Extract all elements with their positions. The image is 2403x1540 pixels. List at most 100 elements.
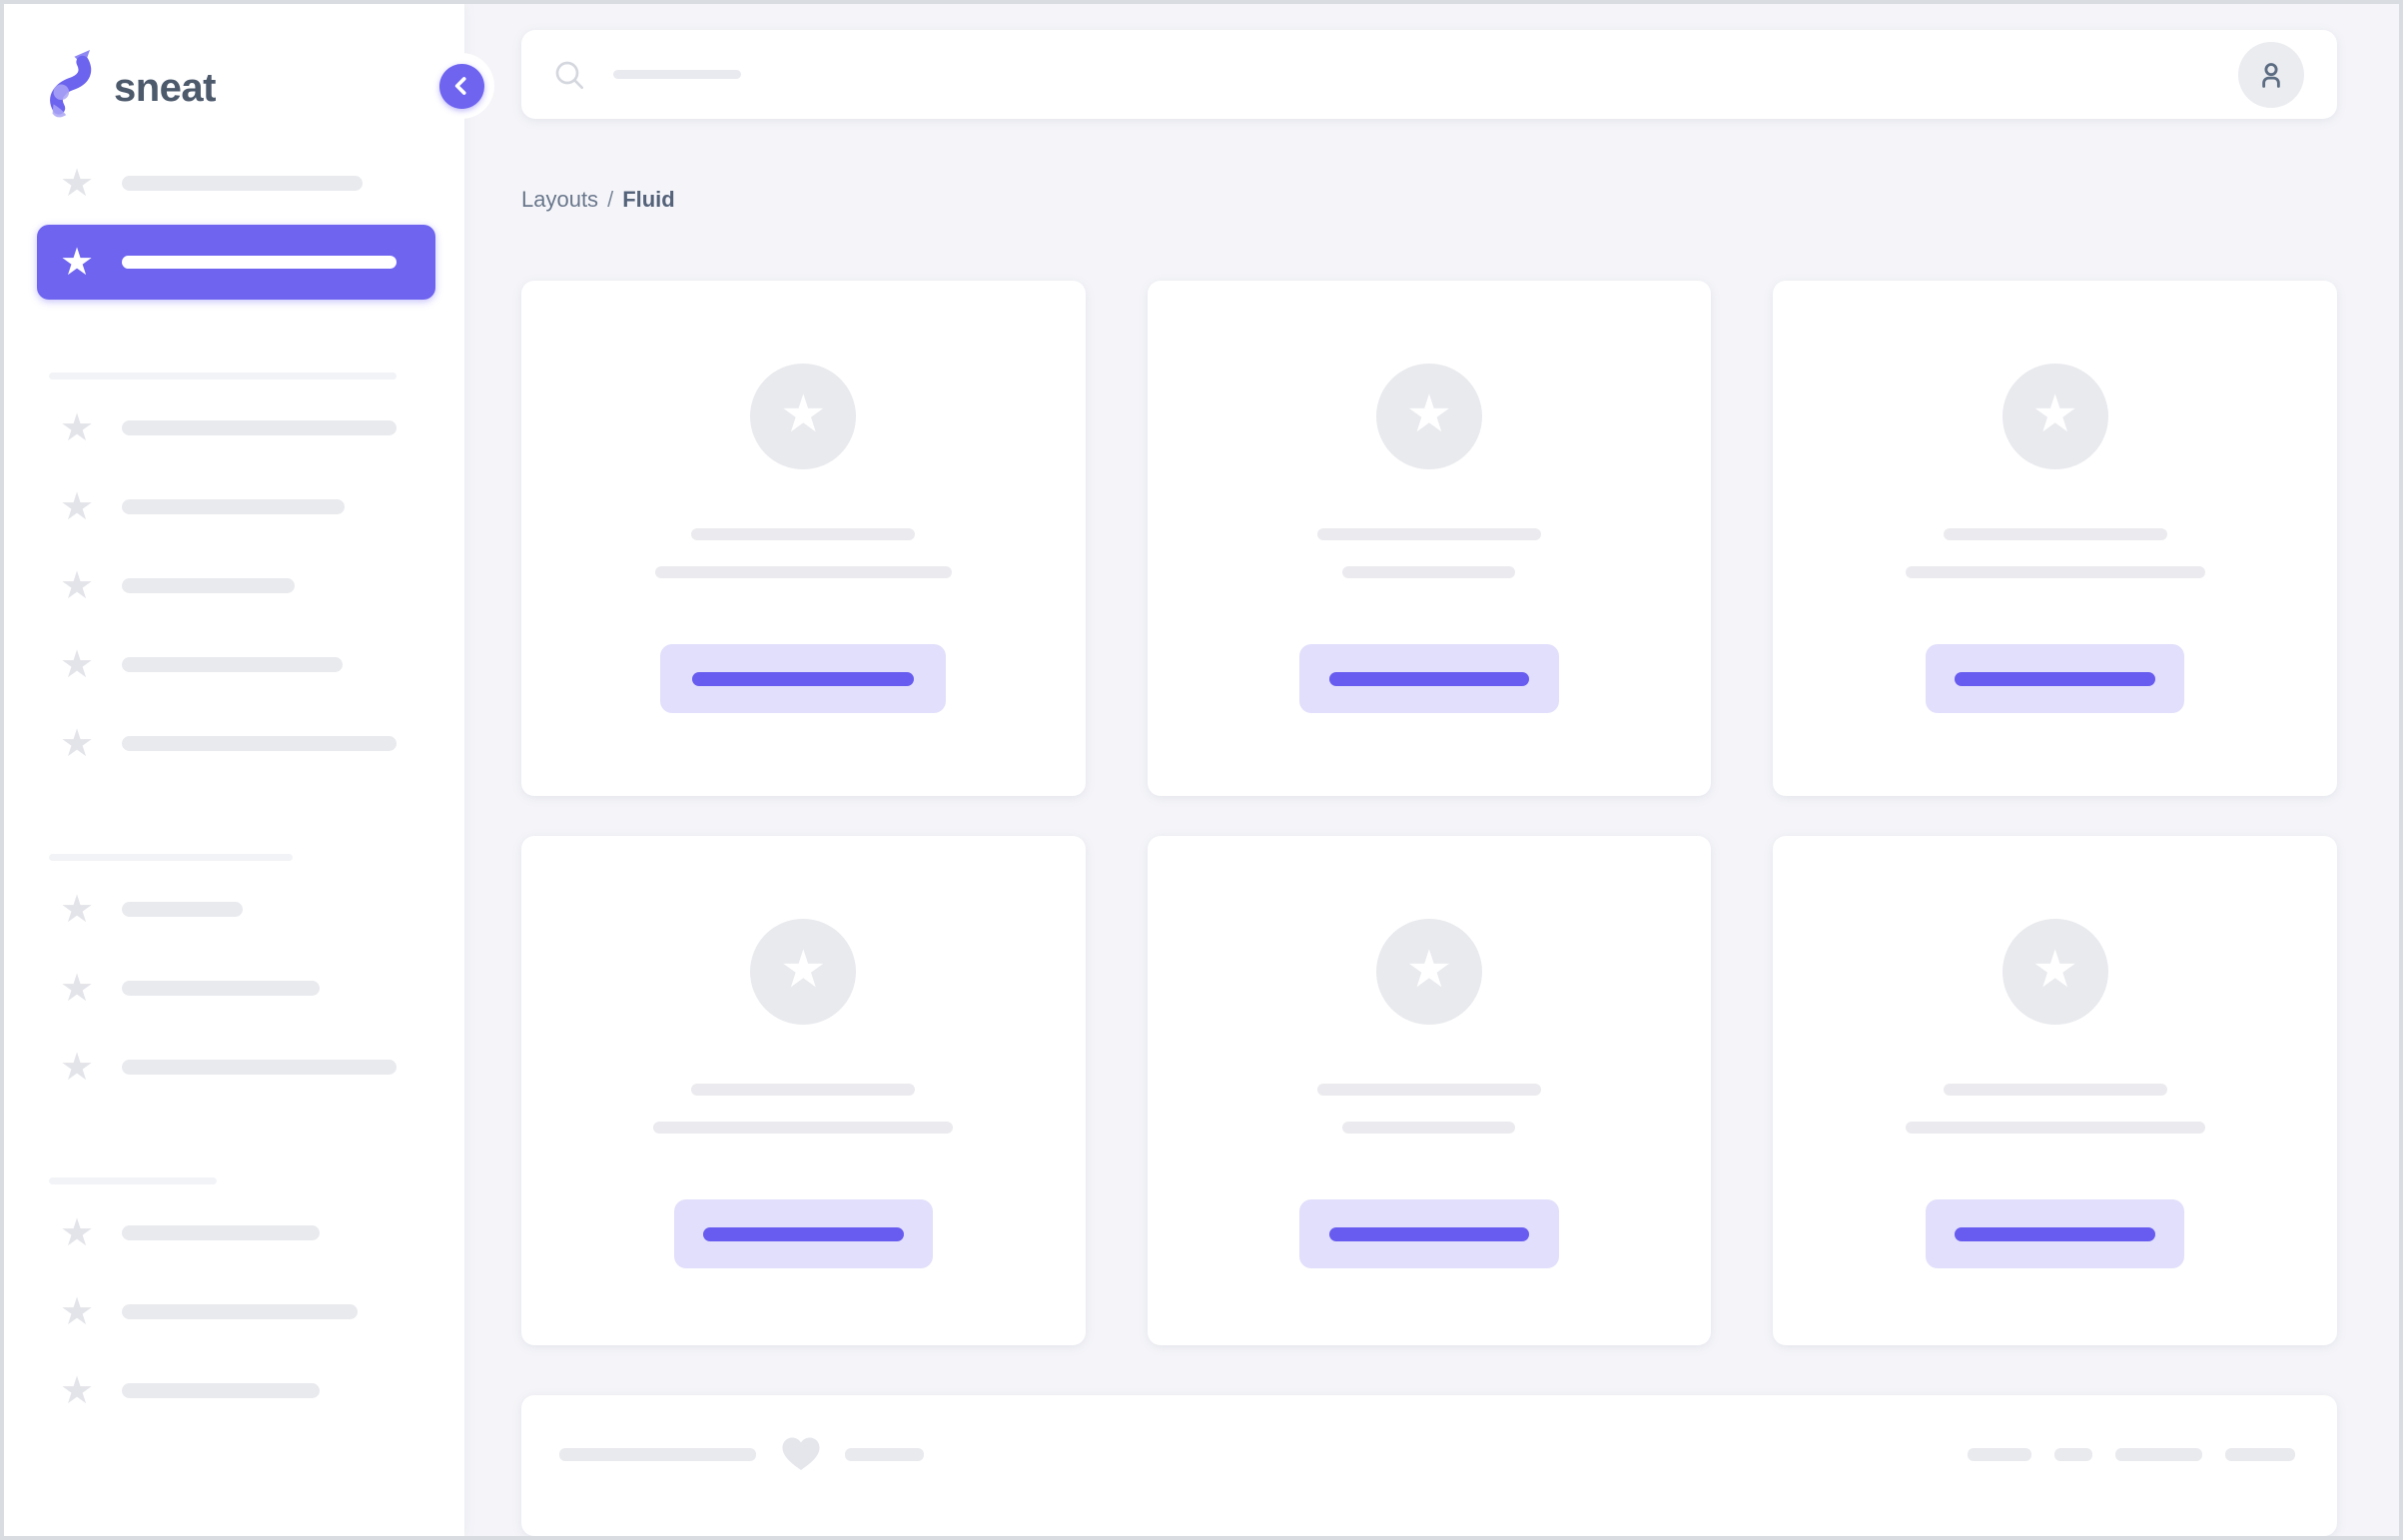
menu-item-skeleton	[122, 1225, 320, 1240]
button-label-skeleton	[702, 1226, 904, 1241]
card-action-button[interactable]	[673, 1199, 933, 1269]
star-icon: ★	[780, 385, 827, 444]
sidebar-menu-item-active[interactable]: ★	[37, 225, 435, 300]
menu-item-skeleton	[122, 902, 243, 917]
star-avatar: ★	[1375, 919, 1482, 1026]
star-icon: ★	[59, 1046, 95, 1089]
star-icon: ★	[59, 967, 95, 1010]
footer-card	[521, 1395, 2337, 1536]
sidebar-menu-item[interactable]: ★	[37, 548, 435, 623]
sidebar-menu-item[interactable]: ★	[37, 146, 435, 221]
placeholder-card: ★	[521, 281, 1086, 797]
menu-item-skeleton	[122, 1383, 320, 1398]
main-content: Layouts / Fluid ★ ★	[464, 4, 2399, 1536]
sidebar: sneat ★ ★ ★ ★	[4, 4, 494, 1536]
brand-text: sneat	[114, 65, 217, 110]
button-label-skeleton	[1328, 1226, 1529, 1241]
text-skeleton	[691, 1084, 916, 1097]
text-skeleton	[1943, 1084, 2167, 1097]
text-skeleton	[1342, 1122, 1516, 1135]
footer-pagination-skeleton	[1968, 1447, 2295, 1461]
sidebar-menu-item[interactable]: ★	[37, 1353, 435, 1428]
magnifier-icon	[555, 61, 583, 89]
sneat-logo-icon	[50, 49, 92, 118]
placeholder-card: ★	[1773, 836, 2337, 1346]
pagination-skeleton-item	[2115, 1447, 2202, 1461]
text-skeleton	[653, 1122, 954, 1135]
menu-item-skeleton	[122, 176, 363, 191]
sidebar-menu-item[interactable]: ★	[37, 469, 435, 544]
sidebar-menu-item[interactable]: ★	[37, 627, 435, 702]
star-icon: ★	[59, 406, 95, 449]
text-skeleton	[654, 566, 952, 579]
person-icon	[2262, 62, 2280, 88]
menu-item-skeleton	[122, 420, 397, 435]
star-icon: ★	[59, 162, 95, 205]
star-icon: ★	[59, 241, 95, 284]
text-skeleton	[1316, 528, 1541, 541]
text-skeleton	[559, 1447, 756, 1461]
breadcrumb-separator: /	[607, 187, 614, 213]
button-label-skeleton	[1955, 1226, 2156, 1241]
user-avatar-button[interactable]	[2238, 41, 2304, 108]
chevron-left-icon	[438, 63, 484, 109]
sidebar-menu-item[interactable]: ★	[37, 390, 435, 465]
menu-item-skeleton	[122, 981, 320, 996]
star-icon: ★	[59, 1369, 95, 1412]
star-avatar: ★	[750, 364, 857, 470]
button-label-skeleton	[1955, 671, 2156, 686]
sidebar-menu-item[interactable]: ★	[37, 706, 435, 781]
placeholder-card: ★	[1147, 281, 1712, 797]
star-icon: ★	[59, 1290, 95, 1333]
sidebar-menu-item[interactable]: ★	[37, 951, 435, 1026]
brand: sneat	[4, 4, 464, 118]
menu-section-divider	[49, 1177, 217, 1184]
card-action-button[interactable]	[1926, 644, 2185, 714]
text-skeleton	[1342, 566, 1516, 579]
menu-item-skeleton	[122, 1060, 397, 1075]
search-placeholder-skeleton	[613, 70, 741, 80]
breadcrumb-parent[interactable]: Layouts	[521, 187, 599, 213]
pagination-skeleton-item	[2225, 1447, 2295, 1461]
menu-item-skeleton	[122, 1304, 358, 1319]
star-icon: ★	[59, 564, 95, 607]
menu-item-skeleton	[122, 499, 345, 514]
heart-icon[interactable]	[782, 1437, 820, 1471]
sidebar-collapse-button[interactable]	[428, 53, 494, 119]
star-icon: ★	[1405, 941, 1453, 1000]
placeholder-card: ★	[521, 836, 1086, 1346]
card-action-button[interactable]	[1926, 1199, 2185, 1269]
breadcrumb-current: Fluid	[622, 187, 675, 213]
placeholder-card: ★	[1773, 281, 2337, 797]
star-icon: ★	[59, 643, 95, 686]
card-grid: ★ ★ ★	[521, 281, 2337, 1346]
sidebar-menu-item[interactable]: ★	[37, 1274, 435, 1349]
star-icon: ★	[59, 1211, 95, 1254]
search-input[interactable]	[553, 59, 2238, 91]
sidebar-menu-item[interactable]: ★	[37, 1195, 435, 1270]
sidebar-menu-item[interactable]: ★	[37, 1030, 435, 1105]
card-action-button[interactable]	[1298, 1199, 1559, 1269]
breadcrumb: Layouts / Fluid	[521, 185, 2337, 215]
star-icon: ★	[59, 485, 95, 528]
placeholder-card: ★	[1147, 836, 1712, 1346]
star-avatar: ★	[2002, 364, 2108, 470]
star-icon: ★	[59, 722, 95, 765]
card-action-button[interactable]	[660, 644, 947, 714]
text-skeleton	[691, 528, 916, 541]
sidebar-menu-item[interactable]: ★	[37, 872, 435, 947]
footer-card-row	[559, 1437, 2295, 1471]
button-label-skeleton	[1328, 671, 1529, 686]
pagination-skeleton-item	[1968, 1447, 2031, 1461]
star-icon: ★	[59, 888, 95, 931]
text-skeleton	[1905, 1122, 2205, 1135]
star-icon: ★	[780, 941, 827, 1000]
star-avatar: ★	[1375, 364, 1482, 470]
menu-item-skeleton	[122, 657, 343, 672]
text-skeleton	[1943, 528, 2167, 541]
text-skeleton	[845, 1447, 924, 1461]
menu-item-skeleton	[122, 736, 397, 751]
star-icon: ★	[2031, 385, 2078, 444]
card-action-button[interactable]	[1298, 644, 1559, 714]
